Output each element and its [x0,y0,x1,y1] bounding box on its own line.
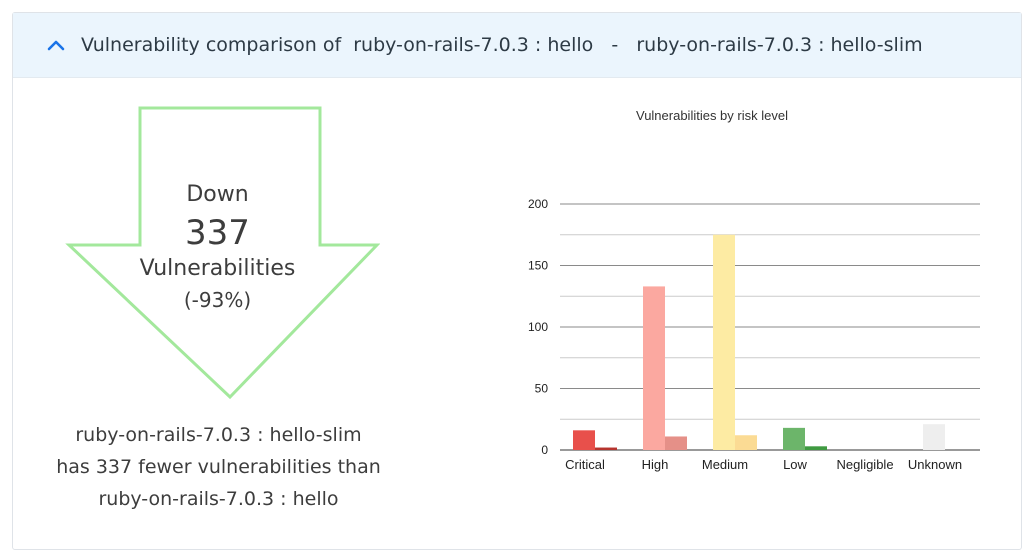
y-tick-label: 50 [535,382,549,396]
chevron-up-icon[interactable] [45,34,67,56]
x-tick-label: Negligible [836,457,893,472]
bar-medium-1 [713,234,735,450]
y-tick-label: 0 [541,443,548,457]
summary-line-2: has 337 fewer vulnerabilities than [56,456,381,478]
vulnerability-count: 337 [185,213,250,253]
unit-label: Vulnerabilities [139,256,296,281]
x-tick-label: High [642,457,669,472]
header-title: Vulnerability comparison of ruby-on-rail… [81,34,923,56]
x-tick-label: Medium [702,457,748,472]
bar-critical-1 [573,430,595,450]
down-arrow-icon [65,106,381,400]
bar-high-2 [665,436,687,450]
risk-level-chart-svg: Vulnerabilities by risk level 0 50 100 150 20… [528,108,980,472]
bar-medium-2 [735,435,757,450]
y-tick-label: 100 [528,320,548,334]
summary-line-3: ruby-on-rails-7.0.3 : hello [98,488,339,510]
x-tick-label: Low [783,457,807,472]
bar-unknown-1 [923,424,945,450]
chart-title: Vulnerabilities by risk level [636,108,788,123]
bar-low-1 [783,427,805,450]
bar-critical-2 [595,447,617,450]
y-tick-label: 150 [528,259,548,273]
comparison-card: Vulnerability comparison of ruby-on-rail… [12,12,1022,550]
percent-label: (-93%) [183,288,252,312]
x-tick-label: Critical [565,457,605,472]
bar-low-2 [805,446,827,450]
card-header[interactable]: Vulnerability comparison of ruby-on-rail… [13,13,1021,78]
down-arrow-summary: Down 337 Vulnerabilities (-93%) [55,95,381,402]
summary-line-1: ruby-on-rails-7.0.3 : hello-slim [75,424,362,446]
risk-level-chart: Vulnerabilities by risk level 0 50 100 150 20… [490,92,990,482]
direction-label: Down [186,182,249,207]
x-tick-label: Unknown [908,457,962,472]
y-tick-label: 200 [528,197,548,211]
bar-high-1 [643,286,665,450]
